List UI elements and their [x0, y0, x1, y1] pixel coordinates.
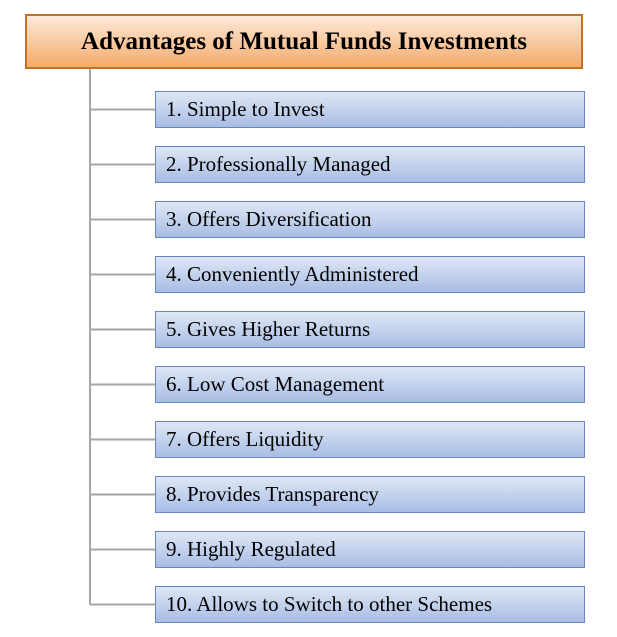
list-item: 8. Provides Transparency [155, 476, 585, 513]
list-item: 3. Offers Diversification [155, 201, 585, 238]
list-item: 1. Simple to Invest [155, 91, 585, 128]
list-item: 5. Gives Higher Returns [155, 311, 585, 348]
list-item: 9. Highly Regulated [155, 531, 585, 568]
list-item-label: 4. Conveniently Administered [166, 262, 419, 287]
list-item-label: 10. Allows to Switch to other Schemes [166, 592, 492, 617]
list-item-label: 1. Simple to Invest [166, 97, 325, 122]
list-item: 7. Offers Liquidity [155, 421, 585, 458]
list-item-label: 3. Offers Diversification [166, 207, 371, 232]
list-item-label: 8. Provides Transparency [166, 482, 379, 507]
list-item: 10. Allows to Switch to other Schemes [155, 586, 585, 623]
diagram-title: Advantages of Mutual Funds Investments [25, 14, 583, 69]
list-item-label: 6. Low Cost Management [166, 372, 384, 397]
list-item-label: 7. Offers Liquidity [166, 427, 324, 452]
list-item: 4. Conveniently Administered [155, 256, 585, 293]
list-item-label: 2. Professionally Managed [166, 152, 391, 177]
diagram-title-text: Advantages of Mutual Funds Investments [81, 28, 527, 56]
list-item: 2. Professionally Managed [155, 146, 585, 183]
list-item-label: 9. Highly Regulated [166, 537, 336, 562]
list-item-label: 5. Gives Higher Returns [166, 317, 370, 342]
list-item: 6. Low Cost Management [155, 366, 585, 403]
